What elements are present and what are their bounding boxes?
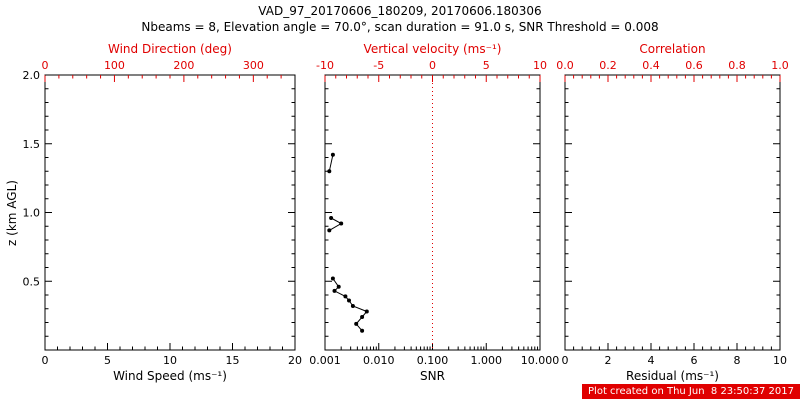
x-tick-label: 8 (734, 354, 741, 367)
data-point (364, 309, 369, 314)
data-point (329, 216, 334, 220)
data-point (347, 298, 351, 303)
top-tick-label: 0.4 (642, 59, 660, 72)
vertical-velocity-axis-title: Vertical velocity (ms⁻¹) (363, 42, 502, 56)
data-point (343, 294, 348, 299)
data-point (339, 221, 344, 226)
x-tick-label: 6 (691, 354, 698, 367)
y-tick-label: 2.0 (23, 69, 41, 82)
x-tick-label: 2 (605, 354, 612, 367)
data-point (330, 152, 335, 157)
top-tick-label: 0 (429, 59, 436, 72)
x-tick-label: 10 (163, 354, 177, 367)
y-tick-label: 1.0 (23, 207, 41, 220)
snr-profile-segment-1-line (328, 154, 334, 172)
data-point (360, 328, 365, 333)
data-point (360, 315, 365, 319)
y-tick-label: 1.5 (23, 138, 41, 151)
plot-box (324, 74, 541, 351)
residual-axis-title: Residual (ms⁻¹) (626, 369, 719, 383)
top-tick-label: 300 (243, 59, 264, 72)
top-tick-label: 1.0 (771, 59, 789, 72)
data-point (336, 284, 341, 289)
plot-subtitle: Nbeams = 8, Elevation angle = 70.0°, sca… (141, 20, 659, 34)
residual-panel: 0 2 4 6 8 10 0.0 0.2 0.4 0.6 0.8 1.0 (556, 59, 789, 367)
snr-axis-title: SNR (420, 369, 445, 383)
plot-title: VAD_97_20170606_180209, 20170606.180306 (258, 4, 542, 18)
data-point (354, 321, 359, 326)
x-tick-label: 10.000 (521, 354, 560, 367)
x-tick-label: 0 (562, 354, 569, 367)
plot-box (44, 74, 296, 351)
x-tick-label: 0.100 (417, 354, 449, 367)
data-point (332, 288, 337, 293)
x-tick-label: 10 (773, 354, 787, 367)
top-tick-label: 10 (533, 59, 547, 72)
data-point (327, 169, 332, 174)
data-point (327, 228, 332, 233)
wind-speed-axis-title: Wind Speed (ms⁻¹) (113, 369, 227, 383)
plot-box (564, 74, 781, 351)
top-tick-label: 0 (42, 59, 49, 72)
top-tick-label: 200 (173, 59, 194, 72)
top-tick-label: 100 (104, 59, 125, 72)
correlation-axis-title: Correlation (639, 42, 706, 56)
top-tick-label: 0.6 (685, 59, 703, 72)
data-point (350, 304, 355, 308)
snr-profile-segment-3-line (332, 278, 368, 332)
top-tick-label: 0.8 (728, 59, 746, 72)
x-tick-label: 0.001 (309, 354, 341, 367)
snr-panel: 0.001 0.010 0.100 1.000 10.000 -10 -5 0 5 10 (309, 59, 559, 367)
x-tick-label: 20 (288, 354, 302, 367)
top-tick-label: -5 (373, 59, 384, 72)
x-tick-label: 1.000 (471, 354, 503, 367)
x-tick-label: 5 (104, 354, 111, 367)
x-tick-label: 0 (42, 354, 49, 367)
wind-direction-axis-title: Wind Direction (deg) (108, 42, 232, 56)
x-tick-label: 4 (648, 354, 655, 367)
creation-timestamp-badge: Plot created on Thu Jun 8 23:50:37 2017 (582, 384, 800, 399)
x-tick-label: 0.010 (363, 354, 395, 367)
top-tick-label: 5 (483, 59, 490, 72)
x-tick-label: 15 (226, 354, 240, 367)
top-tick-label: 0.2 (599, 59, 617, 72)
y-tick-label: 0.5 (23, 275, 41, 288)
data-point (330, 276, 335, 281)
top-tick-label: -10 (316, 59, 334, 72)
top-tick-label: 0.0 (556, 59, 574, 72)
